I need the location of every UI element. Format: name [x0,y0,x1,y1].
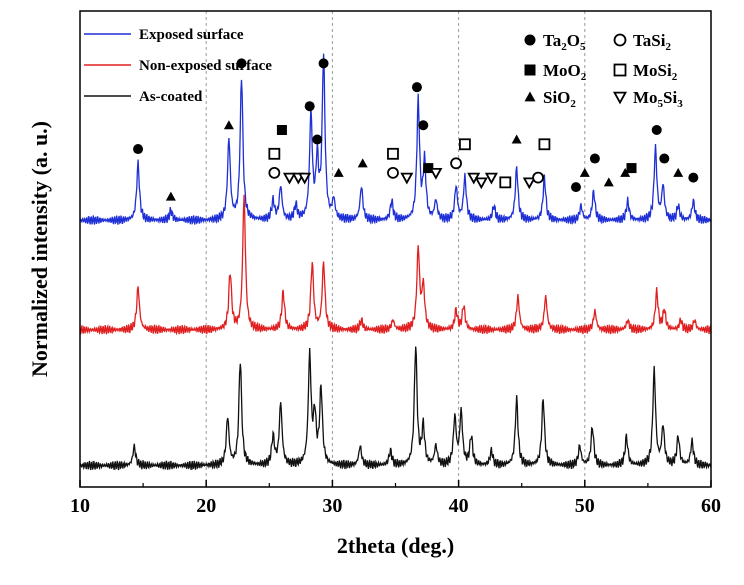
series-legend: Exposed surface Non-exposed surface As-coa… [84,27,272,105]
formula-part: 2 [561,41,567,53]
marker-circle-filled [688,172,699,183]
marker-square-filled [276,125,287,135]
series-line-2 [79,346,712,471]
plot-frame [79,10,712,488]
marker-legend-label-2: MoO2 [543,61,587,83]
marker-legend-label-5: Mo5Si3 [633,88,683,110]
formula-part: 2 [672,71,678,83]
marker-square-open [613,63,627,77]
marker-triangle-open [298,172,312,185]
marker-square-filled [626,163,637,174]
formula-part: 2 [570,98,576,110]
marker-triangle-filled [333,167,344,177]
formula-part: 3 [677,98,683,110]
marker-square-open [268,147,281,160]
marker-triangle-open [612,91,628,105]
formula-part: 5 [580,41,586,53]
marker-square-open [387,147,399,160]
formula-part: SiO [543,88,570,107]
x-axis-label: 2theta (deg.) [337,533,454,558]
marker-legend-label-3: MoSi2 [633,61,678,83]
marker-circle-filled [236,58,247,69]
marker-triangle-open [474,177,488,190]
marker-legend-label-1: TaSi2 [633,31,671,53]
marker-triangle-filled [165,191,176,201]
marker-triangle-filled [673,167,684,177]
marker-triangle-open [522,177,536,190]
series-lines [79,53,712,471]
formula-part: MoO [543,61,581,80]
marker-circle-filled [133,144,144,155]
formula-part: MoSi [633,61,672,80]
formula-part: O [567,31,580,50]
marker-circle-filled [651,125,662,135]
series-line-0 [79,53,712,226]
marker-triangle-open [484,172,498,185]
y-axis-label: Normalized intensity (a. u.) [27,121,52,377]
marker-circle-filled [411,82,422,93]
grid-lines [205,11,586,487]
legend-label-1: Non-exposed surface [139,58,272,74]
marker-circle-filled [659,153,670,164]
x-axis-ticks: 10 20 30 40 50 60 [70,480,721,517]
marker-circle-open [387,166,399,179]
formula-part: 2 [581,71,587,83]
marker-triangle-filled [223,120,234,130]
x-tick-label: 10 [70,495,90,517]
marker-circle-filled [418,120,429,131]
marker-square-open [538,138,551,151]
series-line-1 [79,194,712,336]
marker-triangle-open [400,172,414,185]
marker-triangle-filled [357,158,368,168]
marker-triangle-filled [511,134,522,144]
x-tick-label: 60 [701,495,721,517]
x-tick-label: 30 [322,495,342,517]
formula-part: Si [663,88,677,107]
x-tick-label: 20 [196,495,216,517]
marker-circle-filled [524,34,536,46]
marker-triangle-open [429,167,443,180]
marker-triangle-open [282,172,297,185]
marker-circle-open [532,171,545,184]
formula-part: 5 [658,98,664,110]
peak-annotations [133,58,699,201]
marker-triangle-filled [524,91,536,102]
x-tick-label: 40 [449,495,469,517]
marker-triangle-filled [579,167,590,177]
marker-triangle-filled [620,167,631,177]
marker-circle-filled [304,101,315,112]
formula-part: TaSi [633,31,666,50]
marker-circle-filled [570,182,581,193]
marker-circle-filled [589,153,600,164]
marker-legend-label-4: SiO2 [543,88,576,110]
formula-part: 2 [665,41,671,53]
marker-triangle-filled [603,177,614,187]
marker-circle-filled [312,134,323,145]
marker-circle-open [450,157,462,170]
legend-label-0: Exposed surface [139,27,244,43]
marker-square-filled [423,163,434,174]
legend-label-2: As-coated [139,89,203,105]
marker-circle-open [268,166,281,179]
x-tick-label: 50 [575,495,595,517]
marker-square-filled [524,64,536,76]
formula-part: Mo [633,88,658,107]
marker-circle-filled [318,58,329,69]
marker-square-open [499,176,512,189]
marker-legend-label-0: Ta2O5 [543,31,586,53]
marker-square-open [459,138,471,151]
formula-part: Ta [543,31,562,50]
marker-circle-open [613,33,627,47]
